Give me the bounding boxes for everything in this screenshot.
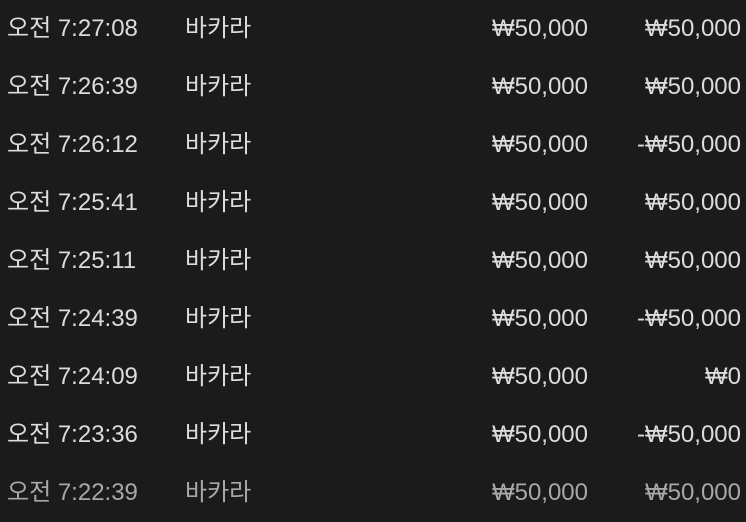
time-cell: 오전 7:27:08 <box>7 15 138 42</box>
bet-amount-cell: ₩50,000 <box>491 305 588 332</box>
bet-amount-cell: ₩50,000 <box>491 421 588 448</box>
game-cell: 바카라 <box>185 363 252 390</box>
time-cell: 오전 7:26:39 <box>7 73 138 100</box>
game-cell: 바카라 <box>185 305 252 332</box>
bet-amount-cell: ₩50,000 <box>491 247 588 274</box>
game-cell: 바카라 <box>185 131 252 158</box>
history-row[interactable]: 오전 7:27:08 바카라 ₩50,000 ₩50,000 <box>0 0 746 58</box>
history-row[interactable]: 오전 7:24:39 바카라 ₩50,000 -₩50,000 <box>0 290 746 348</box>
bet-amount-cell: ₩50,000 <box>491 131 588 158</box>
time-cell: 오전 7:25:11 <box>7 247 137 274</box>
bet-amount-cell: ₩50,000 <box>491 73 588 100</box>
history-row[interactable]: 오전 7:22:39 바카라 ₩50,000 ₩50,000 <box>0 464 746 522</box>
time-cell: 오전 7:25:41 <box>7 189 138 216</box>
result-amount-cell: ₩50,000 <box>644 189 741 216</box>
history-row[interactable]: 오전 7:24:09 바카라 ₩50,000 ₩0 <box>0 348 746 406</box>
time-cell: 오전 7:22:39 <box>7 479 138 506</box>
time-cell: 오전 7:24:09 <box>7 363 138 390</box>
time-cell: 오전 7:24:39 <box>7 305 138 332</box>
history-row[interactable]: 오전 7:23:36 바카라 ₩50,000 -₩50,000 <box>0 406 746 464</box>
bet-amount-cell: ₩50,000 <box>491 363 588 390</box>
game-cell: 바카라 <box>185 421 252 448</box>
bet-amount-cell: ₩50,000 <box>491 189 588 216</box>
result-amount-cell: -₩50,000 <box>636 305 741 332</box>
result-amount-cell: ₩50,000 <box>644 73 741 100</box>
history-row[interactable]: 오전 7:26:39 바카라 ₩50,000 ₩50,000 <box>0 58 746 116</box>
history-row[interactable]: 오전 7:25:41 바카라 ₩50,000 ₩50,000 <box>0 174 746 232</box>
time-cell: 오전 7:26:12 <box>7 131 138 158</box>
game-cell: 바카라 <box>185 247 252 274</box>
game-cell: 바카라 <box>185 479 252 506</box>
game-cell: 바카라 <box>185 15 252 42</box>
bet-amount-cell: ₩50,000 <box>491 479 588 506</box>
result-amount-cell: ₩0 <box>705 363 741 390</box>
result-amount-cell: -₩50,000 <box>636 421 741 448</box>
result-amount-cell: ₩50,000 <box>644 247 741 274</box>
history-row[interactable]: 오전 7:26:12 바카라 ₩50,000 -₩50,000 <box>0 116 746 174</box>
result-amount-cell: ₩50,000 <box>644 15 741 42</box>
history-row[interactable]: 오전 7:25:11 바카라 ₩50,000 ₩50,000 <box>0 232 746 290</box>
result-amount-cell: -₩50,000 <box>636 131 741 158</box>
game-cell: 바카라 <box>185 73 252 100</box>
result-amount-cell: ₩50,000 <box>644 479 741 506</box>
bet-amount-cell: ₩50,000 <box>491 15 588 42</box>
time-cell: 오전 7:23:36 <box>7 421 138 448</box>
game-cell: 바카라 <box>185 189 252 216</box>
